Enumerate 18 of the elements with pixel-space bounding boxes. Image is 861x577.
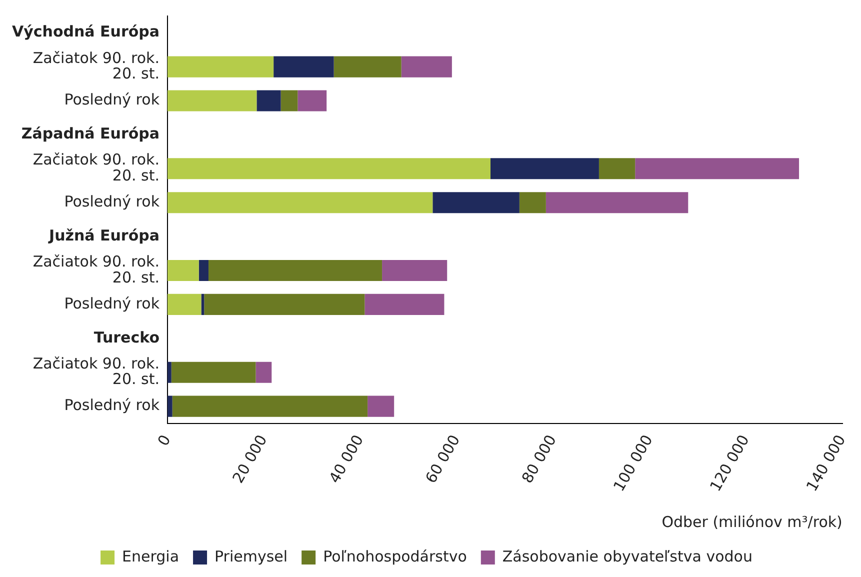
y-tick-label: Turecko [94,328,160,346]
y-tick-label: Východná Európa [12,22,160,41]
y-tick-label: Posledný rok [64,90,160,109]
y-tick-label: Začiatok 90. rok. 20. st. [32,354,160,388]
y-tick-label: Západná Európa [21,124,160,143]
legend-label: Priemysel [214,547,288,566]
y-tick-label: Posledný rok [64,396,160,414]
legend-label: Poľnohospodárstvo [323,547,467,566]
y-tick-label: Južná Európa [48,226,160,244]
legend-label: Zásobovanie obyvateľstva vodou [502,547,752,566]
legend-label: Energia [122,547,180,566]
y-tick-label: Posledný rok [64,192,160,210]
x-tick-label: 0 [154,432,174,449]
y-tick-label: Začiatok 90. rok. 20. st. [32,150,160,184]
y-tick-label: Začiatok 90. rok. 20. st. [32,252,160,286]
y-tick-label: Posledný rok [64,294,160,312]
y-tick-label: Začiatok 90. rok. 20. st. [32,48,160,83]
x-axis-title: Odber (miliónov m³/rok) [662,512,842,531]
